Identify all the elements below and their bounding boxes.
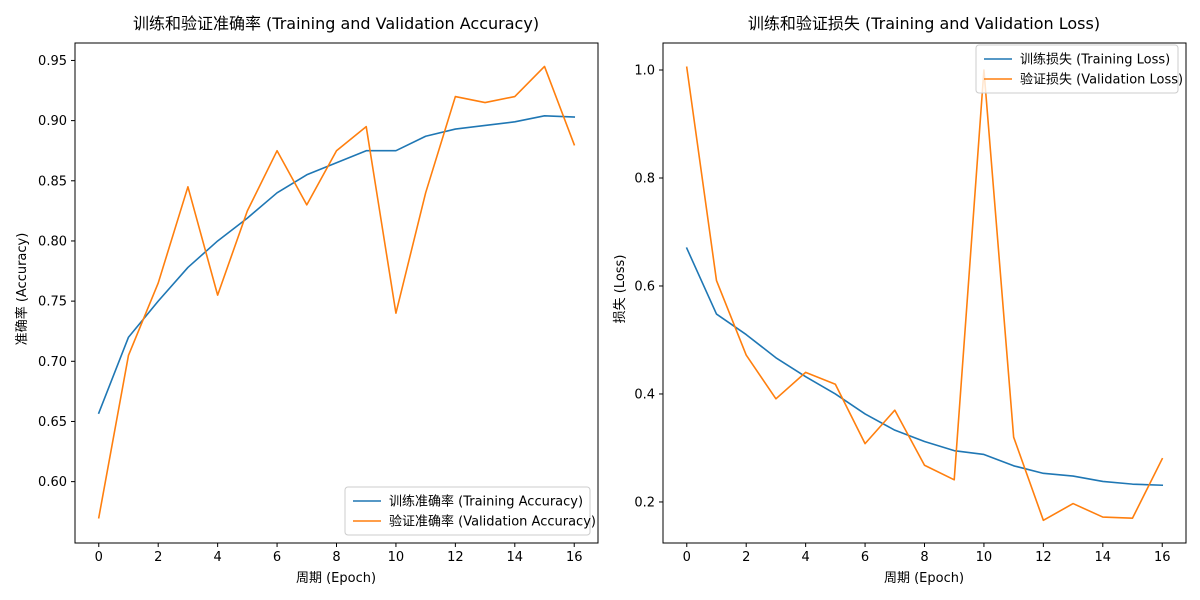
accuracy-chart-title: 训练和验证准确率 (Training and Validation Accura… <box>133 14 539 33</box>
accuracy-y-tick-label: 0.95 <box>38 54 67 69</box>
loss-x-tick-label: 0 <box>683 550 691 565</box>
loss-chart: 训练和验证损失 (Training and Validation Loss) 周… <box>613 14 1187 586</box>
loss-series-line-validation <box>685 66 1164 522</box>
accuracy-x-axis-label: 周期 (Epoch) <box>296 571 376 586</box>
accuracy-series-line-validation <box>97 65 576 519</box>
loss-x-tick-label: 10 <box>976 550 993 565</box>
loss-legend-label-training: 训练损失 (Training Loss) <box>1020 53 1170 68</box>
accuracy-y-tick-label: 0.85 <box>38 174 67 189</box>
accuracy-legend-label-validation: 验证准确率 (Validation Accuracy) <box>389 514 596 530</box>
accuracy-x-tick-label: 8 <box>332 550 340 565</box>
accuracy-legend-box <box>344 486 591 536</box>
accuracy-y-tick-label: 0.65 <box>38 415 67 430</box>
loss-axes-frame <box>662 42 1187 544</box>
loss-x-tick-label: 4 <box>801 550 809 565</box>
loss-chart-title: 训练和验证损失 (Training and Validation Loss) <box>748 14 1100 33</box>
loss-x-tick-label: 8 <box>920 550 928 565</box>
loss-x-tick-label: 16 <box>1154 550 1171 565</box>
loss-y-axis-label: 损失 (Loss) <box>613 255 628 324</box>
accuracy-series-line-training <box>97 115 576 415</box>
accuracy-x-tick-label: 0 <box>95 550 103 565</box>
loss-series-line-training <box>685 247 1164 487</box>
accuracy-y-axis-label: 准确率 (Accuracy) <box>14 233 30 346</box>
accuracy-y-tick-label: 0.75 <box>38 295 67 310</box>
accuracy-x-tick-label: 6 <box>273 550 281 565</box>
accuracy-x-tick-label: 16 <box>566 550 583 565</box>
accuracy-x-tick-label: 12 <box>447 550 464 565</box>
loss-x-tick-label: 14 <box>1095 550 1112 565</box>
loss-y-tick-label: 0.2 <box>634 495 655 510</box>
accuracy-x-tick-label: 4 <box>213 550 221 565</box>
loss-x-axis-label: 周期 (Epoch) <box>884 571 964 586</box>
loss-legend-box <box>975 44 1179 94</box>
loss-y-tick-label: 0.4 <box>634 387 655 402</box>
accuracy-x-tick-label: 10 <box>388 550 405 565</box>
loss-x-tick-label: 2 <box>742 550 750 565</box>
accuracy-y-tick-label: 0.80 <box>38 234 67 249</box>
accuracy-y-tick-label: 0.60 <box>38 475 67 490</box>
loss-x-tick-label: 6 <box>861 550 869 565</box>
accuracy-legend: 训练准确率 (Training Accuracy) 验证准确率 (Validati… <box>344 486 596 536</box>
loss-y-tick-label: 0.8 <box>634 171 655 186</box>
loss-legend-label-validation: 验证损失 (Validation Loss) <box>1020 72 1183 88</box>
accuracy-chart: 训练和验证准确率 (Training and Validation Accura… <box>14 14 599 586</box>
loss-y-tick-label: 1.0 <box>634 63 655 78</box>
accuracy-y-tick-label: 0.90 <box>38 114 67 129</box>
accuracy-y-tick-label: 0.70 <box>38 355 67 370</box>
accuracy-x-tick-label: 2 <box>154 550 162 565</box>
accuracy-x-tick-label: 14 <box>507 550 524 565</box>
accuracy-legend-label-training: 训练准确率 (Training Accuracy) <box>389 494 583 510</box>
loss-legend: 训练损失 (Training Loss) 验证损失 (Validation Los… <box>975 44 1183 94</box>
accuracy-plot-area: 0 2 4 6 8 10 12 14 16 0.60 0.65 0.70 0.75 0.80 0.85 0.9… <box>38 42 599 565</box>
loss-plot-area: 0 2 4 6 8 10 12 14 16 0.2 0.4 0.6 0.8 1.0 训练损失 (Traini… <box>634 42 1187 565</box>
loss-x-tick-label: 12 <box>1035 550 1052 565</box>
loss-y-tick-label: 0.6 <box>634 279 655 294</box>
